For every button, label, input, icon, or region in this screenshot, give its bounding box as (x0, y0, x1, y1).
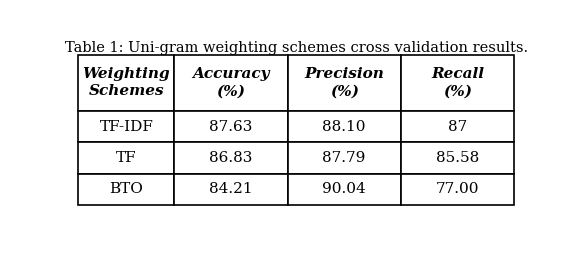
Bar (287, 111, 401, 142)
Bar (175, 54, 287, 111)
Bar (175, 111, 287, 142)
Text: 84.21: 84.21 (209, 182, 253, 196)
Text: Precision
(%): Precision (%) (304, 67, 384, 99)
Text: 87.63: 87.63 (209, 120, 253, 134)
Bar (79, 142, 175, 173)
Text: 77.00: 77.00 (436, 182, 479, 196)
Text: TF-IDF: TF-IDF (99, 120, 153, 134)
Text: TF: TF (116, 151, 136, 165)
Bar (287, 173, 401, 205)
Bar (79, 111, 175, 142)
Bar (287, 54, 401, 111)
Text: 90.04: 90.04 (323, 182, 366, 196)
Text: Accuracy
(%): Accuracy (%) (192, 67, 270, 99)
Text: Recall
(%): Recall (%) (431, 67, 484, 99)
Text: 86.83: 86.83 (209, 151, 253, 165)
Text: 87.79: 87.79 (323, 151, 366, 165)
Bar (287, 142, 401, 173)
Bar (175, 142, 287, 173)
Bar (79, 54, 175, 111)
Bar (401, 111, 514, 142)
Text: 85.58: 85.58 (436, 151, 479, 165)
Text: BTO: BTO (109, 182, 143, 196)
Bar (401, 142, 514, 173)
Bar (79, 173, 175, 205)
Bar (401, 173, 514, 205)
Bar (401, 54, 514, 111)
Bar (175, 173, 287, 205)
Text: Table 1: Uni-gram weighting schemes cross validation results.: Table 1: Uni-gram weighting schemes cros… (65, 41, 528, 56)
Text: Weighting
Schemes: Weighting Schemes (83, 67, 170, 99)
Text: 88.10: 88.10 (323, 120, 366, 134)
Text: 87: 87 (448, 120, 467, 134)
